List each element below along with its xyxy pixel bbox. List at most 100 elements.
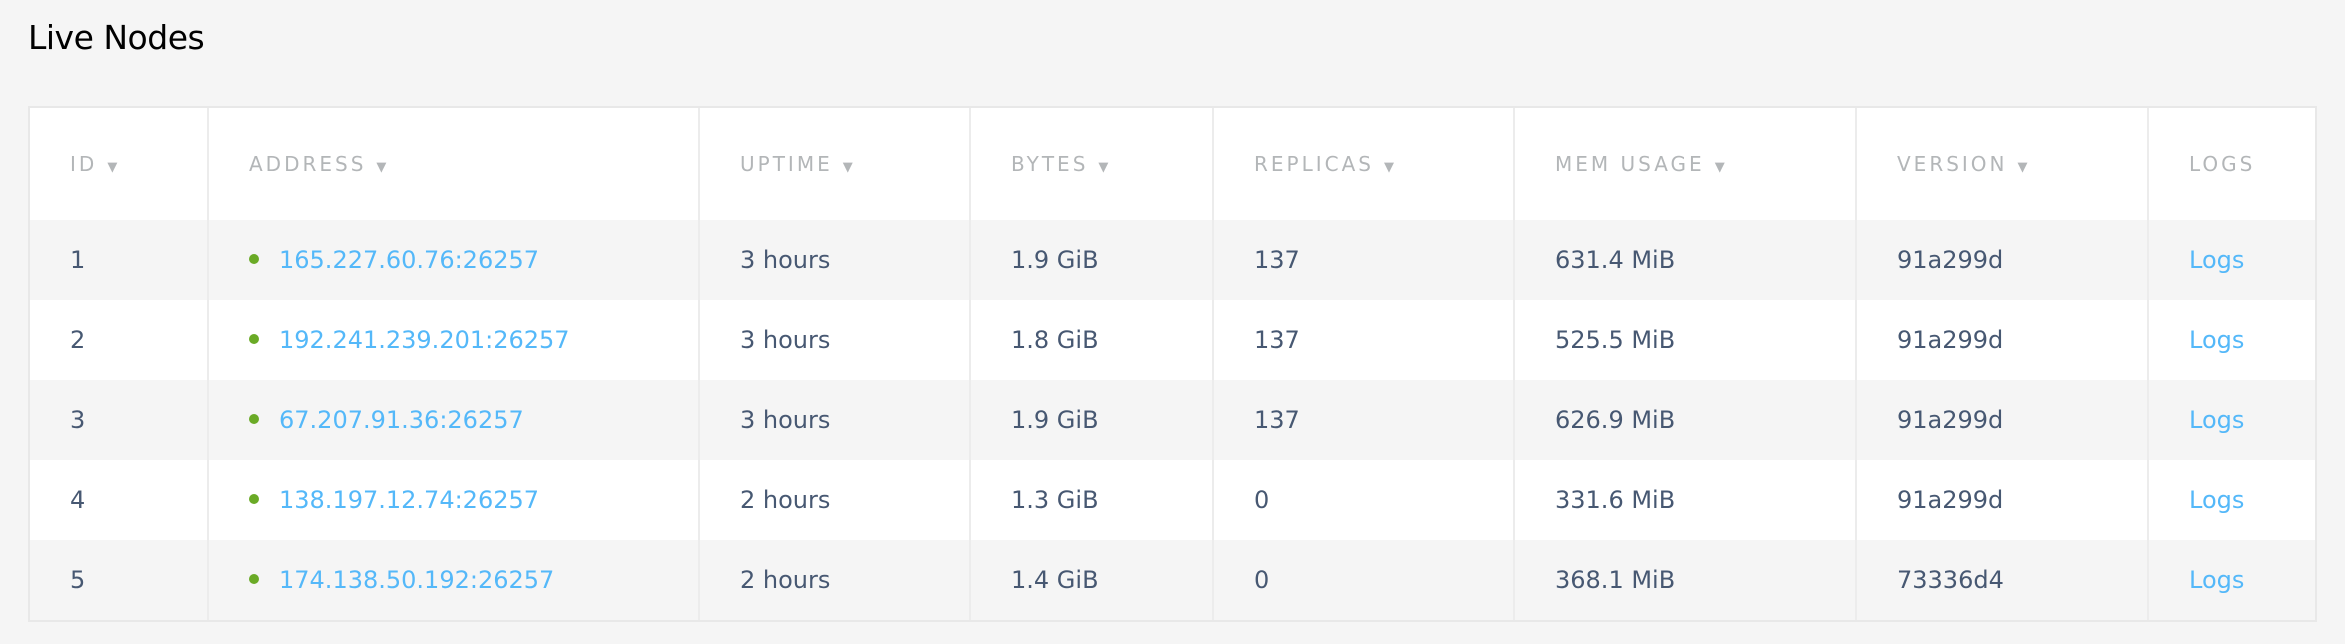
cell-address: 192.241.239.201:26257 — [207, 300, 699, 380]
cell-id: 3 — [30, 380, 208, 460]
cell-value: 1.9 GiB — [1011, 406, 1099, 434]
cell-bytes: 1.3 GiB — [969, 460, 1213, 540]
sort-caret-icon[interactable]: ▼ — [376, 160, 387, 175]
cell-value: 525.5 MiB — [1555, 326, 1676, 354]
cell-value: 2 hours — [740, 486, 831, 514]
cell-value: 1.4 GiB — [1011, 566, 1099, 594]
column-header-uptime[interactable]: UPTIME ▼ — [698, 108, 970, 220]
status-live-dot-icon — [249, 254, 259, 264]
cell-value: 3 hours — [740, 326, 831, 354]
cell-value: 331.6 MiB — [1555, 486, 1676, 514]
sort-caret-icon[interactable]: ▼ — [842, 160, 853, 175]
table-row: 5 174.138.50.192:26257 2 hours 1.4 GiB 0 368.… — [30, 540, 2315, 620]
column-header-replicas[interactable]: REPLICAS ▼ — [1212, 108, 1514, 220]
cell-address: 67.207.91.36:26257 — [207, 380, 699, 460]
cell-bytes: 1.4 GiB — [969, 540, 1213, 620]
cell-value: 5 — [70, 566, 86, 594]
logs-link[interactable]: Logs — [2189, 246, 2245, 274]
cell-value: 0 — [1254, 566, 1270, 594]
sort-caret-icon[interactable]: ▼ — [1714, 160, 1725, 175]
cell-version: 73336d4 — [1855, 540, 2148, 620]
logs-link[interactable]: Logs — [2189, 566, 2245, 594]
cell-value: 1.3 GiB — [1011, 486, 1099, 514]
status-live-dot-icon — [249, 574, 259, 584]
logs-link[interactable]: Logs — [2189, 326, 2245, 354]
cell-replicas: 137 — [1212, 300, 1514, 380]
column-header-version[interactable]: VERSION ▼ — [1855, 108, 2148, 220]
cell-logs: Logs — [2147, 540, 2315, 620]
node-address-link[interactable]: 192.241.239.201:26257 — [279, 326, 570, 354]
cell-mem-usage: 331.6 MiB — [1513, 460, 1856, 540]
column-header-bytes[interactable]: BYTES ▼ — [969, 108, 1213, 220]
cell-replicas: 137 — [1212, 220, 1514, 300]
cell-uptime: 3 hours — [698, 380, 970, 460]
cell-value: 0 — [1254, 486, 1270, 514]
column-header-label: UPTIME — [740, 152, 833, 176]
node-address-link[interactable]: 165.227.60.76:26257 — [279, 246, 540, 274]
cell-value: 137 — [1254, 406, 1300, 434]
cell-mem-usage: 631.4 MiB — [1513, 220, 1856, 300]
cell-value: 1 — [70, 246, 86, 274]
cell-replicas: 0 — [1212, 540, 1514, 620]
cell-value: 2 hours — [740, 566, 831, 594]
cell-value: 626.9 MiB — [1555, 406, 1676, 434]
cell-value: 1.9 GiB — [1011, 246, 1099, 274]
cell-id: 4 — [30, 460, 208, 540]
column-header-label: ID — [70, 152, 98, 176]
cell-value: 91a299d — [1897, 406, 2004, 434]
cell-replicas: 137 — [1212, 380, 1514, 460]
column-header-label: LOGS — [2189, 152, 2256, 176]
cell-value: 2 — [70, 326, 86, 354]
cell-value: 1.8 GiB — [1011, 326, 1099, 354]
cell-uptime: 2 hours — [698, 460, 970, 540]
cell-logs: Logs — [2147, 220, 2315, 300]
cell-id: 1 — [30, 220, 208, 300]
node-address-link[interactable]: 174.138.50.192:26257 — [279, 566, 555, 594]
table-row: 1 165.227.60.76:26257 3 hours 1.9 GiB 137 631… — [30, 220, 2315, 300]
cell-address: 138.197.12.74:26257 — [207, 460, 699, 540]
table-row: 3 67.207.91.36:26257 3 hours 1.9 GiB 137 626.… — [30, 380, 2315, 460]
sort-caret-icon[interactable]: ▼ — [1098, 160, 1109, 175]
column-header-mem-usage[interactable]: MEM USAGE ▼ — [1513, 108, 1856, 220]
status-live-dot-icon — [249, 414, 259, 424]
cell-value: 631.4 MiB — [1555, 246, 1676, 274]
node-address-link[interactable]: 138.197.12.74:26257 — [279, 486, 540, 514]
cell-logs: Logs — [2147, 460, 2315, 540]
cell-version: 91a299d — [1855, 300, 2148, 380]
cell-mem-usage: 368.1 MiB — [1513, 540, 1856, 620]
column-header-address[interactable]: ADDRESS ▼ — [207, 108, 699, 220]
column-header-label: BYTES — [1011, 152, 1089, 176]
column-header-id[interactable]: ID ▼ — [30, 108, 208, 220]
cell-value: 368.1 MiB — [1555, 566, 1676, 594]
cell-value: 3 — [70, 406, 86, 434]
table-header-row: ID ▼ ADDRESS ▼ UPTIME ▼ BYTES ▼ REPLICAS ▼ MEM USA… — [30, 108, 2315, 220]
logs-link[interactable]: Logs — [2189, 406, 2245, 434]
status-live-dot-icon — [249, 494, 259, 504]
cell-value: 4 — [70, 486, 86, 514]
cell-version: 91a299d — [1855, 380, 2148, 460]
cell-logs: Logs — [2147, 380, 2315, 460]
cell-value: 3 hours — [740, 406, 831, 434]
cell-bytes: 1.8 GiB — [969, 300, 1213, 380]
sort-caret-icon[interactable]: ▼ — [2017, 160, 2028, 175]
column-header-label: REPLICAS — [1254, 152, 1374, 176]
cell-address: 165.227.60.76:26257 — [207, 220, 699, 300]
cell-uptime: 3 hours — [698, 300, 970, 380]
cell-address: 174.138.50.192:26257 — [207, 540, 699, 620]
cell-mem-usage: 525.5 MiB — [1513, 300, 1856, 380]
cell-value: 3 hours — [740, 246, 831, 274]
cell-uptime: 2 hours — [698, 540, 970, 620]
cell-mem-usage: 626.9 MiB — [1513, 380, 1856, 460]
sort-caret-icon[interactable]: ▼ — [107, 160, 118, 175]
logs-link[interactable]: Logs — [2189, 486, 2245, 514]
table-row: 2 192.241.239.201:26257 3 hours 1.8 GiB 137 5… — [30, 300, 2315, 380]
cell-id: 2 — [30, 300, 208, 380]
column-header-label: VERSION — [1897, 152, 2008, 176]
column-header-logs: LOGS — [2147, 108, 2315, 220]
cell-version: 91a299d — [1855, 460, 2148, 540]
cell-bytes: 1.9 GiB — [969, 220, 1213, 300]
cell-bytes: 1.9 GiB — [969, 380, 1213, 460]
sort-caret-icon[interactable]: ▼ — [1383, 160, 1394, 175]
live-nodes-table: ID ▼ ADDRESS ▼ UPTIME ▼ BYTES ▼ REPLICAS ▼ MEM USA… — [28, 106, 2317, 622]
node-address-link[interactable]: 67.207.91.36:26257 — [279, 406, 524, 434]
